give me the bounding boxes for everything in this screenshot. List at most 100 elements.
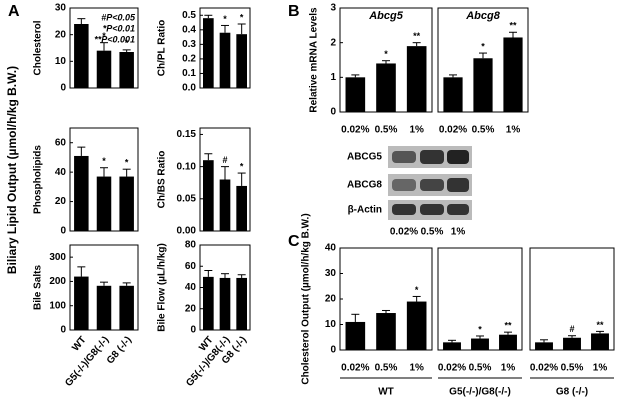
y-tick-label: 0 bbox=[190, 325, 196, 336]
y-tick-label: 0.15 bbox=[177, 129, 197, 140]
bar bbox=[96, 176, 112, 231]
y-tick-label: 40 bbox=[325, 243, 337, 254]
x-tick-label: WT bbox=[70, 335, 88, 354]
y-tick-label: 40 bbox=[55, 167, 67, 178]
bar bbox=[345, 321, 366, 350]
bar bbox=[443, 342, 461, 350]
legend-text: *P<0.01 bbox=[103, 23, 135, 33]
bar bbox=[499, 334, 517, 350]
bar bbox=[563, 337, 581, 350]
x-tick-label: 1% bbox=[409, 363, 424, 374]
bar bbox=[74, 276, 89, 330]
significance-mark: * bbox=[125, 38, 129, 48]
y-tick-label: 1 bbox=[330, 72, 336, 83]
y-tick-label: 0.05 bbox=[177, 193, 197, 204]
significance-mark: ** bbox=[504, 321, 512, 331]
x-tick-label: 0.02% bbox=[530, 363, 558, 374]
bar bbox=[535, 342, 553, 350]
y-tick-label: 0.10 bbox=[177, 161, 197, 172]
y-tick-label: 40 bbox=[185, 282, 197, 293]
y-tick-label: 60 bbox=[185, 261, 197, 272]
y-tick-label: 0 bbox=[330, 345, 336, 356]
significance-mark: * bbox=[125, 158, 129, 168]
bar bbox=[203, 276, 214, 330]
chart-title: Abcg8 bbox=[465, 10, 501, 22]
y-tick-label: 20 bbox=[185, 303, 197, 314]
significance-mark: * bbox=[240, 12, 244, 22]
y-tick-label: 20 bbox=[55, 196, 67, 207]
y-tick-label: 60 bbox=[55, 137, 67, 148]
y-tick-label: 100 bbox=[49, 300, 66, 311]
significance-mark: * bbox=[240, 161, 244, 171]
bar bbox=[236, 185, 247, 231]
bar bbox=[203, 160, 214, 231]
blot-band bbox=[447, 178, 469, 192]
bar bbox=[119, 176, 134, 231]
bar bbox=[203, 18, 214, 89]
y-axis-title: Bile Flow (µL/h/kg) bbox=[157, 243, 168, 332]
bar bbox=[406, 46, 427, 113]
bar bbox=[119, 52, 134, 88]
blot-band bbox=[447, 150, 469, 164]
significance-mark: ** bbox=[413, 31, 421, 41]
y-tick-label: 200 bbox=[49, 276, 66, 287]
x-tick-label: 1% bbox=[593, 363, 608, 374]
blot-band bbox=[420, 179, 444, 191]
y-tick-label: 0.1 bbox=[182, 68, 196, 79]
x-tick-label: 0.5% bbox=[472, 125, 495, 136]
significance-mark: * bbox=[384, 49, 388, 59]
bar bbox=[219, 179, 231, 231]
bar bbox=[503, 37, 523, 112]
blot-row-label: ABCG5 bbox=[347, 152, 382, 163]
panel-label: B bbox=[288, 3, 300, 20]
legend-text: #P<0.05 bbox=[101, 12, 136, 22]
y-axis-title: Bile Salts bbox=[33, 265, 44, 310]
bar bbox=[219, 277, 231, 330]
y-tick-label: 2 bbox=[330, 37, 336, 48]
blot-lane-label: 0.02% bbox=[390, 227, 418, 238]
bar bbox=[74, 24, 89, 88]
panel-label: A bbox=[8, 3, 20, 20]
bar bbox=[443, 77, 463, 112]
y-tick-label: 0.0 bbox=[182, 83, 196, 94]
y-tick-label: 30 bbox=[325, 268, 337, 279]
x-axis-title: WT bbox=[378, 387, 394, 398]
y-tick-label: 0.2 bbox=[182, 54, 196, 65]
y-tick-label: 10 bbox=[55, 56, 67, 67]
western-blot: ABCG5 ABCG8 β-Actin 0.02% 0.5% 1% bbox=[347, 146, 472, 238]
bar bbox=[219, 32, 231, 88]
blot-band bbox=[392, 179, 416, 191]
significance-mark: # bbox=[222, 155, 227, 165]
y-tick-label: 0.5 bbox=[182, 10, 196, 21]
y-tick-label: 0.3 bbox=[182, 39, 196, 50]
significance-mark: ** bbox=[509, 21, 517, 31]
x-tick-label: 0.5% bbox=[469, 363, 492, 374]
y-axis-title: Biliary Lipid Output (µmol/h/kg B.W.) bbox=[5, 66, 19, 274]
y-axis-title: Ch/PL Ratio bbox=[157, 20, 168, 76]
y-tick-label: 80 bbox=[185, 240, 197, 251]
bar bbox=[236, 277, 247, 330]
y-tick-label: 300 bbox=[49, 252, 66, 263]
y-axis-title: Cholesterol bbox=[33, 20, 44, 75]
x-tick-label: 0.5% bbox=[375, 363, 398, 374]
x-tick-label: 1% bbox=[506, 125, 521, 136]
x-tick-label: 0.02% bbox=[439, 125, 467, 136]
y-tick-label: 0 bbox=[60, 83, 66, 94]
significance-mark: * bbox=[478, 324, 482, 334]
y-axis-title: Cholesterol Output (µmol/h/kg B.W.) bbox=[301, 213, 312, 384]
y-axis-title: Ch/BS Ratio bbox=[157, 151, 168, 209]
bar bbox=[591, 333, 609, 350]
x-axis-title: G8 (-/-) bbox=[556, 387, 588, 398]
x-tick-label: G8 (-/-) bbox=[105, 335, 134, 367]
bar bbox=[471, 338, 489, 350]
blot-band bbox=[392, 151, 416, 163]
x-tick-label: 0.5% bbox=[561, 363, 584, 374]
blot-band bbox=[447, 204, 469, 215]
legend-text: **P<0.001 bbox=[94, 34, 135, 44]
y-tick-label: 20 bbox=[325, 294, 337, 305]
blot-row-label: β-Actin bbox=[348, 205, 382, 216]
y-tick-label: 0 bbox=[60, 325, 66, 336]
bar bbox=[345, 77, 366, 112]
x-tick-label: 0.5% bbox=[375, 125, 398, 136]
x-tick-label: 1% bbox=[501, 363, 516, 374]
